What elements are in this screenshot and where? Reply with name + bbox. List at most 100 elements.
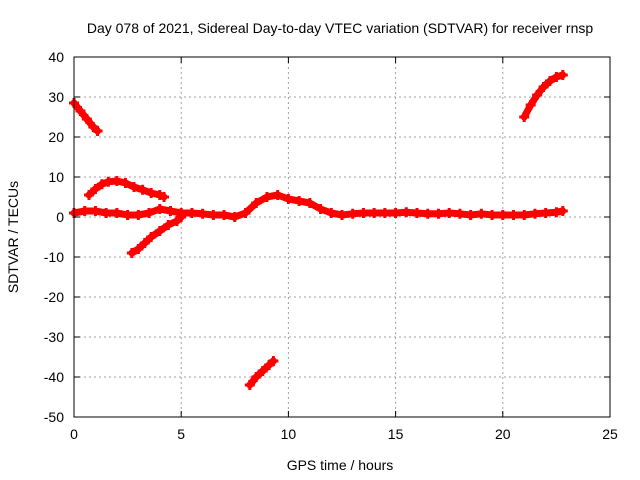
data-point (96, 179, 107, 190)
y-tick-label: 40 (48, 49, 64, 65)
y-tick-label: -40 (44, 369, 64, 385)
plot-frame (73, 56, 611, 418)
data-point (369, 208, 380, 218)
data-point (257, 366, 268, 376)
y-tick-label: -30 (44, 329, 64, 345)
data-point (337, 210, 347, 220)
data-point (422, 208, 433, 219)
x-tick-label: 15 (388, 426, 404, 442)
data-point (144, 208, 155, 218)
data-point (358, 208, 369, 218)
x-tick-label: 25 (602, 426, 618, 442)
data-point (103, 176, 114, 187)
data-point (525, 100, 536, 110)
data-point (251, 198, 262, 208)
data-point (304, 198, 315, 208)
data-point (240, 208, 251, 218)
data-point (90, 184, 101, 194)
data-point (163, 220, 174, 230)
data-point (294, 196, 305, 206)
data-point (326, 208, 337, 218)
data-point (186, 208, 197, 218)
data-point (557, 70, 568, 80)
data-point (137, 184, 148, 195)
data-point (126, 248, 137, 258)
data-point (519, 112, 530, 122)
data-point (532, 90, 543, 100)
data-point (529, 208, 540, 219)
data-point (129, 182, 140, 192)
data-point (551, 72, 562, 82)
data-point (133, 244, 144, 254)
y-tick-label: -20 (44, 289, 64, 305)
data-point (540, 208, 551, 218)
y-tick-label: 0 (56, 209, 64, 225)
series-arc-5 (519, 70, 568, 122)
y-axis-label: SDTVAR / TECUs (5, 181, 21, 293)
data-point (197, 208, 208, 219)
data-point (219, 210, 230, 220)
data-point (154, 226, 165, 236)
data-point (390, 208, 401, 218)
data-point (315, 204, 326, 214)
data-point (268, 356, 279, 366)
data-point (557, 206, 568, 216)
data-point (111, 208, 122, 218)
data-point (79, 206, 90, 216)
data-point (139, 238, 150, 248)
y-tick-label: -50 (44, 409, 64, 425)
data-point (146, 232, 157, 242)
data-point (283, 194, 294, 204)
data-point (444, 208, 455, 218)
data-point (487, 210, 498, 220)
data-point (497, 210, 508, 220)
data-point (251, 372, 262, 382)
data-point (379, 208, 390, 218)
data-point (146, 188, 157, 198)
y-tick-label: 10 (48, 169, 64, 185)
y-axis-ticks: -50 -40 -30 -20 -10 0 10 20 30 40 (44, 49, 610, 425)
data-point (454, 208, 465, 219)
data-point (244, 380, 255, 390)
data-point (111, 176, 122, 186)
x-tick-label: 5 (177, 426, 185, 442)
data-point (229, 212, 240, 222)
data-point (81, 114, 92, 124)
data-point (508, 210, 519, 220)
data-point (159, 192, 170, 202)
data-point (92, 126, 103, 136)
data-point (208, 210, 219, 220)
series-main-band (69, 190, 568, 222)
data-point (101, 208, 112, 218)
data-point (433, 208, 444, 219)
data-point (538, 82, 549, 92)
x-axis-ticks: 0 5 10 15 20 25 (70, 57, 618, 442)
data-point (261, 192, 272, 202)
y-tick-label: 20 (48, 129, 64, 145)
y-tick-label: 30 (48, 89, 64, 105)
data-point (120, 178, 131, 188)
data-point (544, 76, 555, 86)
x-tick-label: 0 (70, 426, 78, 442)
data-point (176, 208, 187, 218)
data-point (272, 190, 283, 200)
data-point (154, 204, 165, 214)
chart-title: Day 078 of 2021, Sidereal Day-to-day VTE… (87, 20, 593, 36)
data-point (75, 106, 86, 116)
data-point (347, 208, 358, 219)
data-point (476, 208, 487, 219)
y-tick-label: -10 (44, 249, 64, 265)
data-point (165, 206, 176, 216)
data-point (465, 210, 476, 220)
data-point (401, 207, 412, 218)
x-tick-label: 20 (495, 426, 511, 442)
series-arc-1 (69, 98, 103, 136)
x-tick-label: 10 (281, 426, 297, 442)
data-points (69, 70, 568, 390)
data-point (412, 208, 423, 218)
data-point (122, 210, 133, 220)
series-arc-2 (84, 176, 170, 202)
series-arc-4 (244, 356, 279, 390)
